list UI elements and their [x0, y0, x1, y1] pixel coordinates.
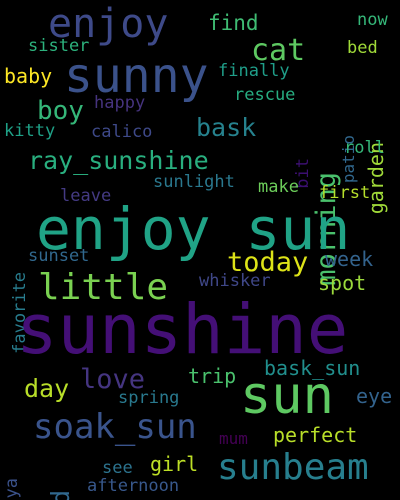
word-perfect: perfect — [273, 423, 358, 447]
word-see: see — [102, 458, 133, 478]
word-ray-sunshine: ray_sunshine — [28, 146, 209, 175]
word-calico: calico — [91, 122, 153, 142]
word-sister: sister — [28, 36, 90, 56]
word-girl: girl — [150, 452, 199, 476]
word-roll: roll — [344, 138, 385, 158]
word-leave: leave — [60, 186, 112, 206]
word-little: little — [38, 267, 169, 308]
word-day: day — [24, 374, 70, 403]
word-finally: finally — [218, 61, 290, 81]
word-sunshine: sunshine — [16, 290, 349, 370]
word-soak-sun: soak_sun — [33, 407, 197, 447]
word-old: old — [46, 490, 75, 500]
word-now: now — [357, 10, 388, 30]
word-sun: sun — [240, 366, 334, 426]
word-love: love — [80, 364, 146, 395]
word-first: first — [319, 183, 371, 203]
word-sunlight: sunlight — [153, 172, 235, 192]
word-enjoy: enjoy — [48, 1, 169, 47]
word-baby: baby — [4, 64, 53, 88]
word-rescue: rescue — [234, 85, 296, 105]
word-sunset: sunset — [28, 246, 90, 266]
word-sunnya: sunnya — [2, 478, 22, 500]
word-today: today — [227, 247, 309, 278]
word-week: week — [325, 247, 374, 271]
word-boy: boy — [37, 96, 84, 126]
word-spring: spring — [118, 388, 180, 408]
word-sunbeam: sunbeam — [217, 447, 369, 488]
word-eye: eye — [356, 384, 393, 408]
word-bed: bed — [347, 38, 378, 58]
word-make: make — [258, 177, 299, 197]
word-cat: cat — [251, 33, 306, 68]
word-enjoy-sun: enjoy sun — [36, 195, 351, 263]
word-afternoon: afternoon — [87, 476, 180, 496]
word-trip: trip — [188, 364, 237, 388]
word-whisker: whisker — [199, 271, 271, 291]
word-bask: bask — [196, 113, 257, 142]
word-sunny: sunny — [64, 48, 209, 104]
word-bask-sun: bask_sun — [264, 356, 361, 380]
word-happy: happy — [94, 93, 146, 113]
word-spot: spot — [318, 271, 367, 295]
word-kitty: kitty — [4, 121, 56, 141]
word-mum: mum — [219, 429, 248, 448]
word-find: find — [208, 11, 259, 35]
